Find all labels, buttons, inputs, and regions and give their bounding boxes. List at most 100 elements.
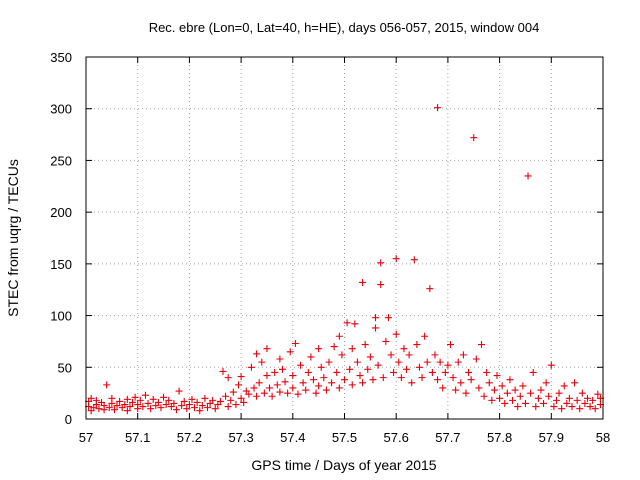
data-point (542, 379, 550, 387)
data-point (573, 396, 581, 404)
data-point (333, 368, 341, 376)
grid (86, 57, 603, 419)
data-point (175, 387, 183, 395)
data-point (348, 381, 356, 389)
data-point (203, 404, 211, 412)
data-point (260, 389, 268, 397)
data-point (521, 399, 529, 407)
data-point (141, 391, 149, 399)
data-point (364, 365, 372, 373)
data-point (320, 374, 328, 382)
data-point (454, 358, 462, 366)
data-point (258, 358, 266, 366)
data-point (188, 395, 196, 403)
data-point (180, 397, 188, 405)
data-point (408, 379, 416, 387)
x-tick-label: 57.9 (539, 430, 564, 445)
data-point (576, 405, 584, 413)
y-tick-label: 250 (50, 153, 72, 168)
data-point (335, 384, 343, 392)
data-point (100, 402, 108, 410)
y-tick-label: 150 (50, 257, 72, 272)
data-point (571, 379, 579, 387)
data-point (555, 389, 563, 397)
data-point (232, 401, 240, 409)
data-point (165, 396, 173, 404)
x-tick-label: 57.4 (280, 430, 305, 445)
data-point (297, 361, 305, 369)
data-point (250, 384, 258, 392)
data-point (87, 394, 95, 402)
data-point (338, 351, 346, 359)
data-point (372, 314, 380, 322)
data-point (545, 392, 553, 400)
data-point (299, 379, 307, 387)
data-point (578, 389, 586, 397)
data-point (436, 358, 444, 366)
data-point (92, 396, 100, 404)
data-point (387, 351, 395, 359)
data-point (480, 392, 488, 400)
data-point (134, 401, 142, 409)
data-point (372, 324, 380, 332)
data-point (149, 395, 157, 403)
data-point (382, 337, 390, 345)
data-point (131, 393, 139, 401)
data-point (493, 372, 501, 380)
data-point (328, 379, 336, 387)
data-point (467, 376, 475, 384)
data-point (129, 398, 137, 406)
data-point (558, 405, 566, 413)
data-point (351, 320, 359, 328)
data-point (428, 368, 436, 376)
data-point (144, 399, 152, 407)
data-point (426, 285, 434, 293)
data-point (121, 401, 129, 409)
data-point (330, 343, 338, 351)
data-point (294, 390, 302, 398)
data-point (532, 403, 540, 411)
data-point (341, 376, 348, 384)
data-point (361, 341, 369, 349)
y-tick-label: 50 (58, 360, 72, 375)
data-point (284, 389, 292, 397)
data-point (216, 397, 224, 405)
data-point (312, 389, 320, 397)
data-point (501, 399, 509, 407)
data-point (343, 319, 351, 327)
data-point (560, 382, 568, 390)
data-point (552, 396, 560, 404)
data-point (263, 345, 271, 353)
x-axis-label: GPS time / Days of year 2015 (251, 457, 436, 473)
data-point (589, 396, 597, 404)
data-point (237, 373, 245, 381)
x-tick-label: 57.7 (435, 430, 460, 445)
data-point (322, 386, 330, 394)
data-point (162, 401, 170, 409)
data-point (116, 397, 124, 405)
data-point (315, 345, 323, 353)
data-point (289, 372, 297, 380)
data-point (503, 389, 511, 397)
data-point (139, 403, 147, 411)
x-tick-label: 57.2 (177, 430, 202, 445)
data-point (519, 382, 527, 390)
data-point (418, 374, 426, 382)
data-point (374, 361, 382, 369)
data-point (485, 379, 493, 387)
data-point (444, 361, 452, 369)
data-point (511, 386, 519, 394)
x-tick-label: 57.6 (384, 430, 409, 445)
data-point (302, 386, 310, 394)
data-points (85, 104, 604, 415)
data-point (356, 372, 364, 380)
x-tick-label: 57.3 (228, 430, 253, 445)
data-point (527, 389, 535, 397)
data-point (547, 361, 555, 369)
data-point (483, 368, 491, 376)
data-point (514, 403, 522, 411)
data-point (276, 355, 284, 363)
data-point (465, 368, 473, 376)
data-point (309, 376, 317, 384)
data-point (315, 382, 323, 390)
